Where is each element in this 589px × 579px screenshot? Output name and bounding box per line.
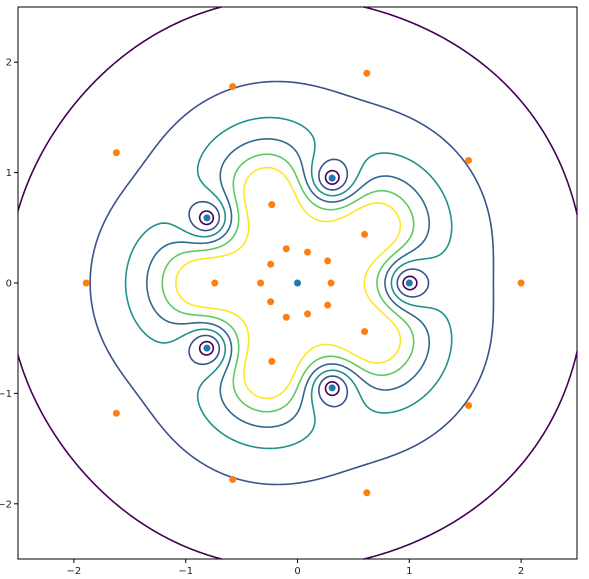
series-2-point-19 <box>282 313 290 321</box>
series-2-point-13 <box>211 279 219 287</box>
x-tick-label: 1 <box>406 566 412 577</box>
contour-level-3 <box>124 116 453 450</box>
y-tick-label: −2 <box>0 499 12 510</box>
series-2-point-6 <box>465 156 473 164</box>
series-2-point-25 <box>304 310 312 318</box>
scatter-points <box>82 69 525 497</box>
y-axis: −2 −1 0 1 2 <box>0 58 18 510</box>
contour-level-4 <box>146 138 431 428</box>
contour-level-1 <box>17 6 578 560</box>
series-1-point-2 <box>405 279 413 287</box>
series-1-point-5 <box>203 344 211 352</box>
contour-level-6 <box>175 166 402 400</box>
series-2-point-4 <box>363 489 371 497</box>
series-1-point-6 <box>328 384 336 392</box>
series-2-point-23 <box>267 260 275 268</box>
series-2-point-18 <box>257 279 265 287</box>
series-2-point-3 <box>112 409 120 417</box>
y-tick-label: 2 <box>6 58 12 69</box>
contour-lines <box>17 6 578 560</box>
series-2-point-12 <box>268 201 276 209</box>
x-tick-label: 2 <box>518 566 524 577</box>
series-2-point-11 <box>361 230 369 238</box>
series-2-point-16 <box>324 257 332 265</box>
y-tick-label: 1 <box>6 168 12 179</box>
series-2-point-7 <box>229 82 237 90</box>
x-tick-label: 0 <box>294 566 300 577</box>
x-tick-label: −2 <box>67 566 82 577</box>
y-tick-label: 0 <box>6 279 12 290</box>
series-2-point-21 <box>327 279 335 287</box>
y-tick-label: −1 <box>0 389 12 400</box>
series-1-point-4 <box>203 214 211 222</box>
series-2-point-9 <box>229 476 237 484</box>
series-2-point-1 <box>363 69 371 77</box>
series-1-point-3 <box>328 174 336 182</box>
series-2-point-14 <box>268 357 276 365</box>
series-2-point-8 <box>82 279 90 287</box>
x-tick-label: −1 <box>178 566 193 577</box>
series-2-point-15 <box>361 328 369 336</box>
x-axis: −2 −1 0 1 2 <box>67 559 524 577</box>
series-1-point-1 <box>294 279 301 287</box>
series-2-point-5 <box>517 279 525 287</box>
series-2-point-20 <box>324 301 332 309</box>
series-2-point-2 <box>112 149 120 157</box>
contour-level-5 <box>161 153 415 413</box>
series-2-point-24 <box>267 298 275 306</box>
series-2-point-10 <box>465 402 473 410</box>
series-2-point-22 <box>304 248 312 256</box>
contour-level-2 <box>89 80 495 486</box>
series-2-point-17 <box>282 245 290 253</box>
